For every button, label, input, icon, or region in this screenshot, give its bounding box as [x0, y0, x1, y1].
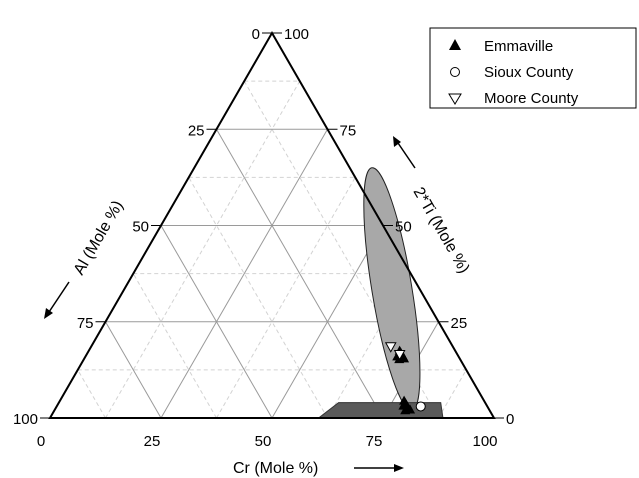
tick-label-al-25: 25: [188, 122, 205, 139]
point-moore-county-0: [384, 342, 397, 353]
point-sioux-county-0: [415, 401, 426, 412]
legend-label-emmaville: Emmaville: [484, 38, 553, 55]
grid-major-al-50: [160, 225, 273, 419]
grid-major-cr-25: [160, 129, 328, 419]
point-emmaville-14: [405, 404, 416, 414]
legend-marker-moore-county: [448, 93, 462, 105]
grid-minor-cr-12.5: [105, 80, 301, 419]
tick-label-al-50: 50: [132, 219, 149, 236]
tick-label-cr-25: 25: [144, 433, 161, 450]
grid-major-al-25: [216, 129, 384, 419]
axis-label-al-group: Al (Mole %): [44, 198, 127, 319]
tick-label-cr-75: 75: [366, 433, 383, 450]
legend-marker-emmaville: [449, 39, 461, 50]
point-moore-county-1: [393, 349, 406, 361]
axis-arrow-cr-head: [394, 464, 404, 472]
grid-minor-al-37.5: [188, 177, 328, 419]
axis-label-cr-group: Cr (Mole %): [233, 460, 404, 477]
legend: Emmaville Sioux County Moore County: [429, 27, 637, 109]
axis-label-cr: Cr (Mole %): [233, 460, 318, 477]
grid-major-cr-50: [271, 225, 384, 419]
legend-label-moore-county: Moore County: [484, 90, 579, 107]
grid-minor-al-62.5: [132, 273, 217, 419]
tick-label-al-100: 100: [13, 411, 38, 428]
axis-arrow-al: [48, 281, 70, 313]
tick-label-ti-50: 50: [395, 219, 412, 236]
tick-label-al-75: 75: [77, 315, 94, 332]
legend-box: [429, 27, 637, 109]
tick-label-cr-100: 100: [472, 433, 497, 450]
tick-label-ti-75: 75: [340, 122, 357, 139]
legend-marker-sioux-county: [450, 67, 460, 77]
data-points: [384, 342, 426, 415]
grid-minor-al-87.5: [77, 369, 106, 419]
axis-arrow-al-head: [44, 308, 53, 319]
grid: [77, 80, 467, 419]
tick-label-ti-25: 25: [451, 315, 468, 332]
tick-label-ti-100: 100: [284, 26, 309, 43]
tick-labels: 0 25 50 75 100 0 25 50 75 100 0 25 50 75 100: [13, 26, 514, 450]
tick-label-al-0: 0: [252, 26, 260, 43]
axis-label-ti: 2*Ti (Mole %): [410, 185, 473, 277]
grid-minor-cr-37.5: [216, 177, 356, 419]
legend-label-sioux-county: Sioux County: [484, 64, 574, 81]
grid-minor-cr-87.5: [438, 369, 467, 419]
tick-label-ti-0: 0: [506, 411, 514, 428]
axis-arrow-ti: [397, 142, 416, 169]
axis-label-al: Al (Mole %): [71, 198, 127, 278]
axis-arrow-ti-head: [393, 136, 401, 147]
grid-major-al-75: [105, 321, 162, 419]
tick-label-cr-50: 50: [255, 433, 272, 450]
tick-label-cr-0: 0: [37, 433, 45, 450]
